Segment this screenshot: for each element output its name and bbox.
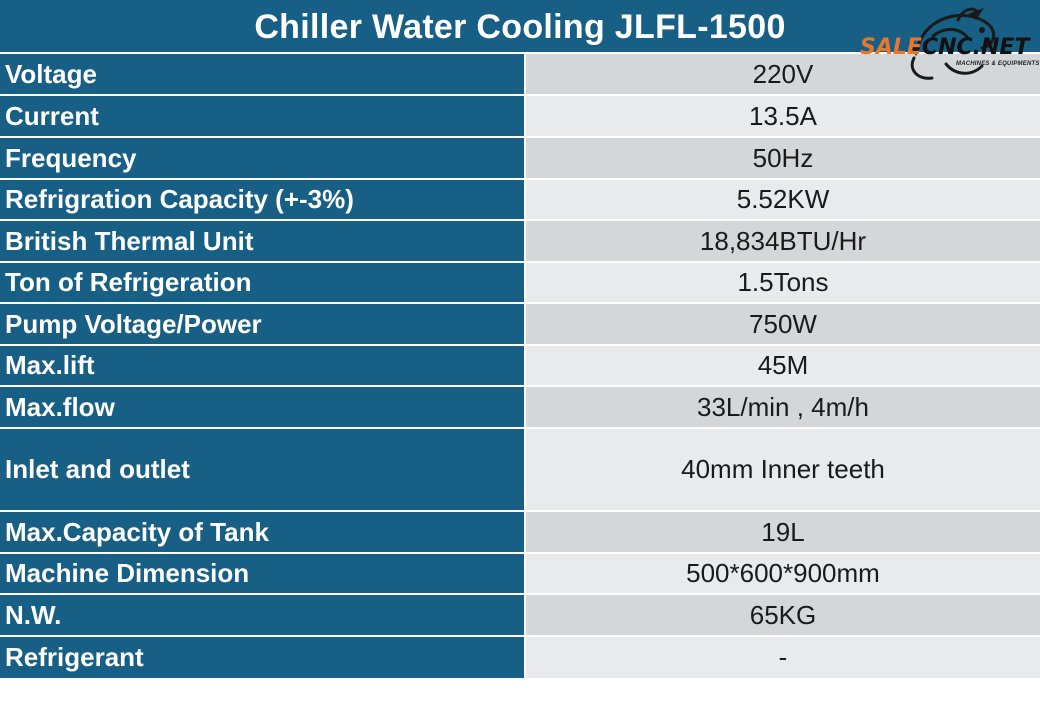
table-row: Voltage 220V (0, 54, 1040, 96)
spec-label: N.W. (0, 595, 526, 635)
dragon-icon (908, 7, 996, 80)
spec-value: 18,834BTU/Hr (526, 221, 1040, 261)
logo-part-cnc: CNC.NET (921, 35, 1030, 60)
table-row: Frequency 50Hz (0, 138, 1040, 180)
spec-value: 19L (526, 512, 1040, 552)
spec-label: Refrigration Capacity (+-3%) (0, 180, 526, 219)
spec-label: Pump Voltage/Power (0, 304, 526, 344)
logo-wordmark: SALECNC.NET (860, 36, 1029, 60)
spec-value: 50Hz (526, 138, 1040, 178)
spec-label: British Thermal Unit (0, 221, 526, 261)
spec-label: Refrigerant (0, 637, 526, 678)
page-title: Chiller Water Cooling JLFL-1500 (254, 8, 786, 46)
spec-value: 750W (526, 304, 1040, 344)
spec-value: - (526, 637, 1040, 678)
title-bar: Chiller Water Cooling JLFL-1500 (0, 0, 1040, 54)
table-row: Max.flow 33L/min , 4m/h (0, 387, 1040, 429)
spec-label: Frequency (0, 138, 526, 178)
logo-part-sale: SALE (860, 35, 922, 60)
spec-value: 65KG (526, 595, 1040, 635)
spec-value: 5.52KW (526, 180, 1040, 219)
table-row: N.W. 65KG (0, 595, 1040, 637)
spec-value: 500*600*900mm (526, 554, 1040, 593)
spec-table: Voltage 220V Current 13.5A Frequency 50H… (0, 54, 1040, 678)
table-row: Machine Dimension 500*600*900mm (0, 554, 1040, 595)
table-row: Ton of Refrigeration 1.5Tons (0, 263, 1040, 304)
spec-label: Inlet and outlet (0, 429, 526, 510)
spec-label: Max.lift (0, 346, 526, 385)
table-row: Max.Capacity of Tank 19L (0, 512, 1040, 554)
spec-value: 1.5Tons (526, 263, 1040, 302)
table-row: British Thermal Unit 18,834BTU/Hr (0, 221, 1040, 263)
brand-logo: SALECNC.NET MACHINES & EQUIPMENTS (858, 6, 1040, 86)
spec-label: Max.Capacity of Tank (0, 512, 526, 552)
spec-label: Ton of Refrigeration (0, 263, 526, 302)
table-row: Refrigerant - (0, 637, 1040, 678)
table-row: Current 13.5A (0, 96, 1040, 138)
logo-tagline: MACHINES & EQUIPMENTS (956, 61, 1040, 67)
table-row: Pump Voltage/Power 750W (0, 304, 1040, 346)
spec-value: 13.5A (526, 96, 1040, 136)
table-row: Inlet and outlet 40mm Inner teeth (0, 429, 1040, 512)
spec-label: Max.flow (0, 387, 526, 427)
table-row: Max.lift 45M (0, 346, 1040, 387)
spec-value: 40mm Inner teeth (526, 429, 1040, 510)
spec-label: Voltage (0, 54, 526, 94)
spec-label: Current (0, 96, 526, 136)
table-row: Refrigration Capacity (+-3%) 5.52KW (0, 180, 1040, 221)
spec-label: Machine Dimension (0, 554, 526, 593)
spec-value: 45M (526, 346, 1040, 385)
spec-value: 33L/min , 4m/h (526, 387, 1040, 427)
spec-value: 220V (526, 54, 1040, 94)
